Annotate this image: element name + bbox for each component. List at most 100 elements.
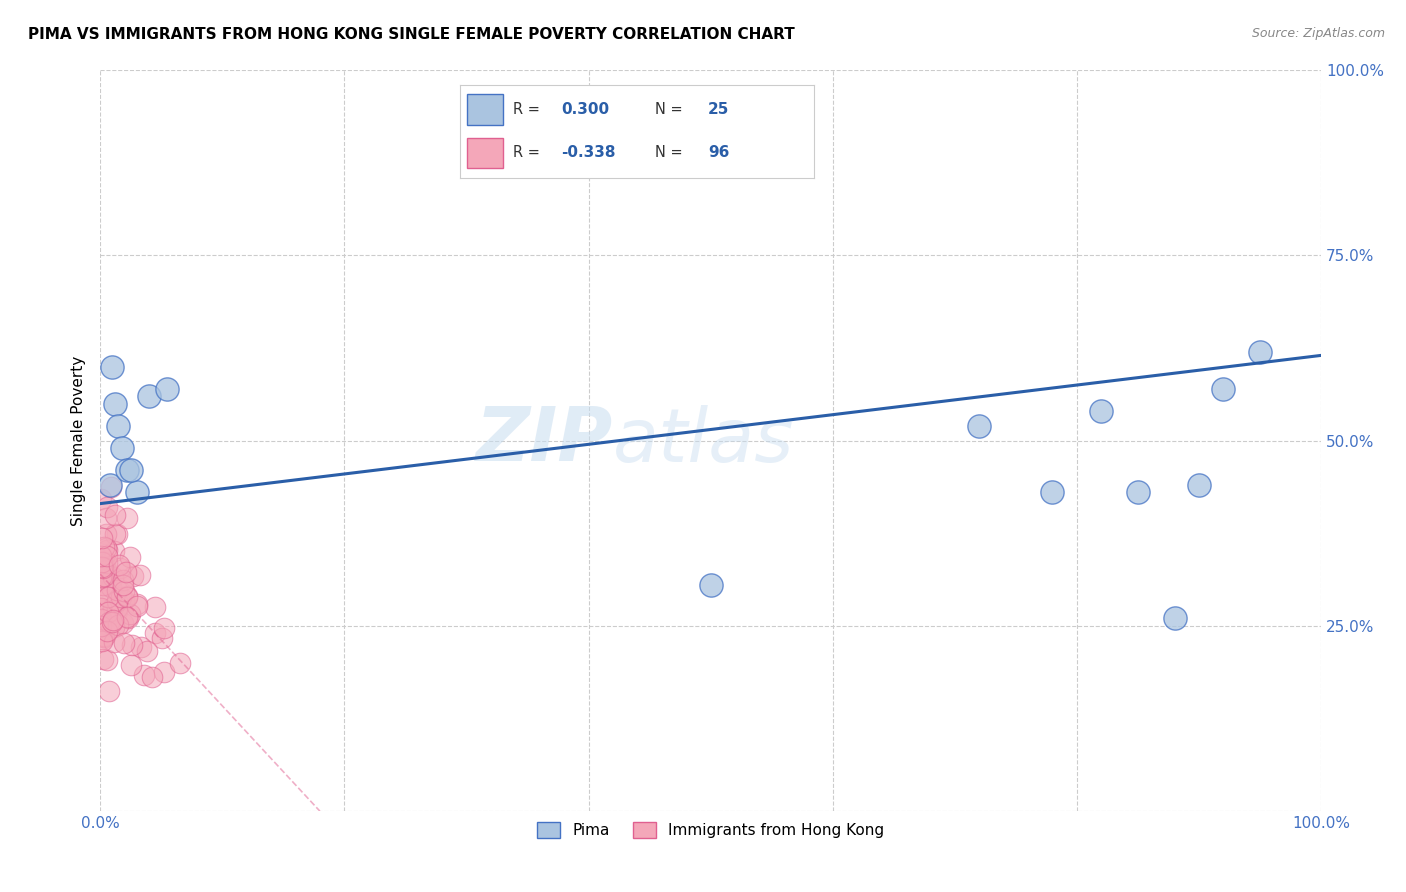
- Point: [125, 597, 148, 611]
- Point: [132, 668, 155, 682]
- Text: ZIP: ZIP: [475, 404, 613, 477]
- Point: [96, 557, 118, 571]
- Point: [105, 599, 128, 614]
- Point: [93, 540, 115, 554]
- Point: [111, 615, 134, 630]
- Point: [96, 571, 118, 585]
- Point: [90, 632, 112, 647]
- Point: [90, 619, 112, 633]
- Point: [103, 544, 125, 558]
- Point: [105, 583, 128, 598]
- Point: [153, 621, 176, 635]
- Point: [112, 583, 135, 598]
- Point: [90, 601, 112, 615]
- Point: [169, 656, 191, 670]
- Point: [100, 479, 122, 493]
- Point: [91, 561, 114, 575]
- Point: [117, 611, 139, 625]
- Point: [156, 382, 179, 396]
- Point: [104, 527, 127, 541]
- Point: [90, 555, 112, 569]
- Point: [101, 359, 124, 374]
- Point: [105, 594, 128, 608]
- Point: [115, 463, 138, 477]
- Point: [90, 634, 112, 648]
- Point: [93, 558, 115, 573]
- Point: [97, 684, 120, 698]
- Point: [97, 566, 120, 581]
- Point: [107, 418, 129, 433]
- Point: [100, 608, 122, 623]
- Point: [121, 638, 143, 652]
- Point: [125, 599, 148, 614]
- Point: [108, 560, 131, 574]
- Point: [96, 624, 118, 638]
- Point: [91, 630, 114, 644]
- Point: [104, 396, 127, 410]
- Point: [135, 644, 157, 658]
- Point: [90, 549, 112, 564]
- Point: [138, 389, 160, 403]
- Point: [699, 578, 721, 592]
- Point: [115, 566, 138, 580]
- Point: [1163, 611, 1185, 625]
- Point: [1261, 48, 1284, 62]
- Point: [131, 640, 153, 655]
- Point: [1249, 344, 1271, 359]
- Point: [1212, 382, 1234, 396]
- Point: [100, 580, 122, 594]
- Point: [111, 441, 134, 455]
- Point: [96, 541, 118, 556]
- Point: [967, 418, 990, 433]
- Point: [93, 569, 115, 583]
- Point: [103, 620, 125, 634]
- Point: [96, 588, 118, 602]
- Point: [129, 568, 152, 582]
- Text: Source: ZipAtlas.com: Source: ZipAtlas.com: [1251, 27, 1385, 40]
- Point: [115, 590, 138, 604]
- Point: [143, 626, 166, 640]
- Point: [98, 478, 121, 492]
- Point: [125, 485, 148, 500]
- Point: [101, 615, 124, 629]
- Point: [143, 600, 166, 615]
- Point: [112, 636, 135, 650]
- Y-axis label: Single Female Poverty: Single Female Poverty: [72, 356, 86, 525]
- Point: [103, 600, 125, 615]
- Point: [93, 629, 115, 643]
- Legend: Pima, Immigrants from Hong Kong: Pima, Immigrants from Hong Kong: [531, 816, 890, 845]
- Point: [90, 570, 112, 584]
- Point: [150, 632, 173, 646]
- Point: [96, 653, 118, 667]
- Point: [118, 549, 141, 564]
- Point: [101, 613, 124, 627]
- Point: [111, 578, 134, 592]
- Point: [107, 604, 129, 618]
- Point: [120, 463, 142, 477]
- Point: [1126, 485, 1149, 500]
- Text: PIMA VS IMMIGRANTS FROM HONG KONG SINGLE FEMALE POVERTY CORRELATION CHART: PIMA VS IMMIGRANTS FROM HONG KONG SINGLE…: [28, 27, 794, 42]
- Point: [90, 612, 112, 626]
- Point: [111, 573, 134, 587]
- Point: [117, 511, 139, 525]
- Point: [1090, 404, 1112, 418]
- Point: [101, 570, 124, 584]
- Point: [91, 570, 114, 584]
- Point: [94, 527, 117, 541]
- Point: [90, 601, 112, 615]
- Point: [96, 563, 118, 577]
- Point: [115, 590, 138, 604]
- Point: [94, 511, 117, 525]
- Point: [1042, 485, 1064, 500]
- Point: [91, 578, 114, 592]
- Point: [91, 652, 114, 666]
- Point: [96, 543, 118, 558]
- Point: [93, 550, 115, 565]
- Point: [91, 531, 114, 545]
- Point: [103, 634, 125, 648]
- Point: [121, 569, 143, 583]
- Point: [112, 592, 135, 607]
- Text: atlas: atlas: [613, 405, 794, 476]
- Point: [91, 560, 114, 574]
- Point: [110, 591, 132, 605]
